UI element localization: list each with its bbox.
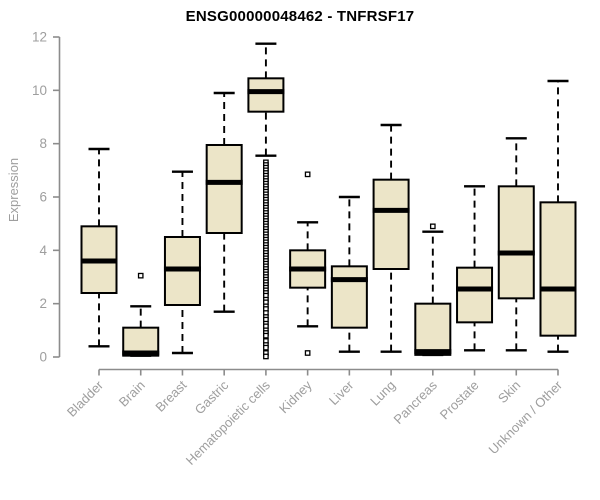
- box-hematopoietic-cells: [247, 42, 285, 360]
- box-lung: [372, 123, 410, 353]
- outlier-point: [429, 223, 436, 230]
- x-label-prostate: Prostate: [437, 378, 482, 423]
- outlier-point: [304, 171, 311, 178]
- y-tick-label: 0: [39, 350, 47, 365]
- box-pancreas: [414, 223, 452, 357]
- outlier-point: [263, 344, 269, 351]
- x-label-gastric: Gastric: [192, 377, 232, 417]
- outlier-point: [263, 332, 269, 339]
- iqr-box: [456, 266, 494, 324]
- box-gastric: [205, 91, 243, 313]
- x-label-breast: Breast: [152, 377, 189, 414]
- x-label-lung: Lung: [367, 378, 398, 409]
- outlier-point: [263, 353, 269, 360]
- box-unknown-other: [539, 79, 577, 353]
- chart-title: ENSG00000048462 - TNFRSF17: [185, 8, 415, 25]
- x-label-unknown-other: Unknown / Other: [486, 377, 566, 457]
- box-kidney: [289, 171, 327, 356]
- x-label-bladder: Bladder: [64, 377, 107, 420]
- box-prostate: [456, 185, 494, 352]
- y-tick-label: 6: [39, 189, 47, 204]
- iqr-box: [205, 143, 243, 234]
- x-label-kidney: Kidney: [276, 377, 315, 416]
- outlier-point: [304, 350, 311, 356]
- y-axis: 0 2 4 6 8 10 12: [32, 29, 61, 365]
- box-brain: [122, 272, 160, 357]
- y-tick-label: 4: [39, 243, 47, 258]
- x-label-pancreas: Pancreas: [390, 377, 440, 427]
- x-label-brain: Brain: [116, 378, 148, 410]
- iqr-box: [414, 302, 452, 356]
- y-tick-label: 10: [32, 83, 47, 98]
- y-tick-label: 8: [39, 136, 47, 151]
- iqr-box: [330, 265, 368, 329]
- box-breast: [163, 170, 201, 355]
- y-tick-label: 12: [32, 29, 47, 44]
- box-bladder: [80, 147, 118, 348]
- outlier-point: [137, 272, 144, 279]
- iqr-box: [539, 201, 577, 337]
- x-label-skin: Skin: [495, 378, 523, 406]
- x-label-liver: Liver: [326, 377, 357, 408]
- y-tick-label: 2: [39, 296, 47, 311]
- iqr-box: [247, 77, 285, 113]
- box-liver: [330, 195, 368, 353]
- iqr-box: [372, 178, 410, 270]
- iqr-box: [497, 185, 535, 300]
- box-skin: [497, 137, 535, 352]
